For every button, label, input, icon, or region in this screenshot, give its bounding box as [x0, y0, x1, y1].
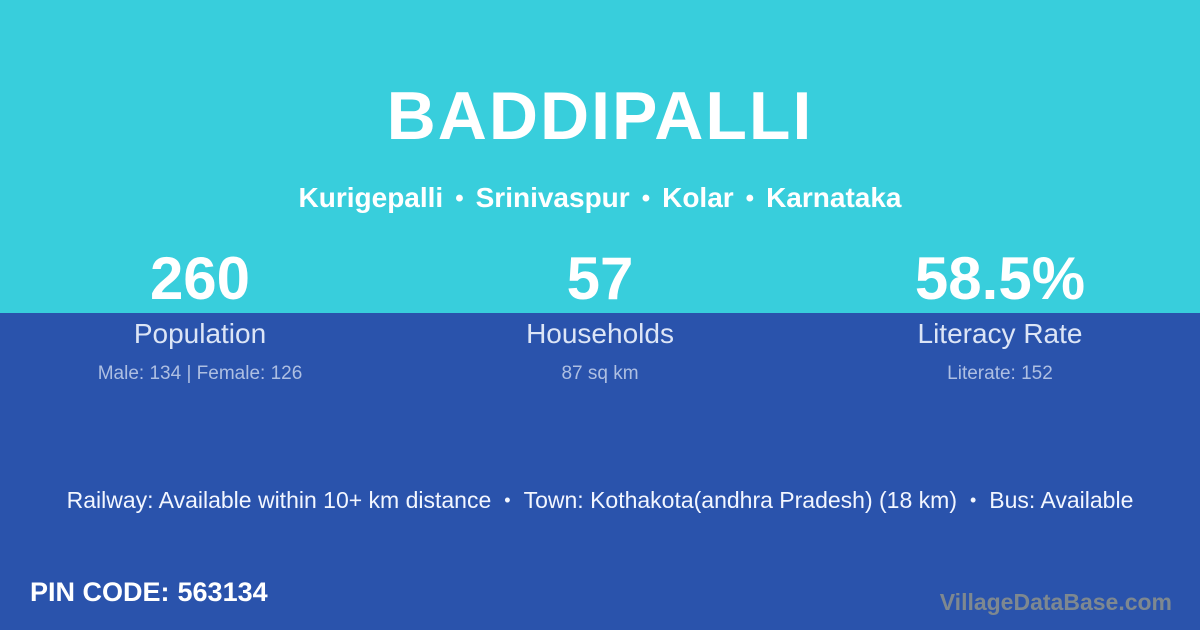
- bus-info: Bus: Available: [989, 487, 1134, 513]
- pin-code: PIN CODE: 563134: [30, 577, 268, 608]
- site-watermark: VillageDataBase.com: [939, 589, 1172, 615]
- bullet-separator: •: [641, 185, 651, 212]
- railway-info: Railway: Available within 10+ km distanc…: [66, 487, 492, 513]
- cyan-header-band: [0, 0, 1200, 313]
- town-info: Town: Kothakota(andhra Pradesh) (18 km): [523, 487, 957, 513]
- stat-households: 57 Households 87 sq km: [400, 245, 800, 385]
- pin-code-value: 563134: [177, 577, 268, 607]
- stats-row: 260 Population Male: 134 | Female: 126 5…: [0, 245, 1200, 385]
- breadcrumb-item-village: Kurigepalli: [298, 182, 444, 213]
- population-label: Population: [133, 318, 267, 349]
- population-value: 260: [149, 245, 251, 312]
- breadcrumb: Kurigepalli • Srinivaspur • Kolar • Karnataka: [0, 182, 1200, 214]
- breadcrumb-item-taluk: Srinivaspur: [475, 182, 630, 213]
- blue-body-band: [0, 313, 1200, 630]
- households-value: 57: [566, 245, 634, 312]
- literacy-label: Literacy Rate: [917, 318, 1083, 349]
- bullet-separator: •: [745, 185, 755, 212]
- literacy-value: 58.5%: [914, 245, 1086, 312]
- bullet-separator: •: [969, 490, 977, 510]
- literacy-detail: Literate: 152: [947, 363, 1053, 384]
- breadcrumb-item-state: Karnataka: [766, 182, 902, 213]
- households-label: Households: [526, 318, 674, 349]
- transport-info-line: Railway: Available within 10+ km distanc…: [0, 487, 1200, 514]
- households-detail: 87 sq km: [561, 363, 639, 384]
- breadcrumb-item-district: Kolar: [662, 182, 734, 213]
- bullet-separator: •: [504, 490, 511, 510]
- bullet-separator: •: [455, 185, 464, 212]
- pin-code-label: PIN CODE:: [30, 577, 170, 607]
- stat-population: 260 Population Male: 134 | Female: 126: [0, 245, 400, 385]
- population-detail: Male: 134 | Female: 126: [97, 363, 303, 384]
- stat-literacy-rate: 58.5% Literacy Rate Literate: 152: [800, 245, 1200, 385]
- page-title: BADDIPALLI: [386, 78, 814, 154]
